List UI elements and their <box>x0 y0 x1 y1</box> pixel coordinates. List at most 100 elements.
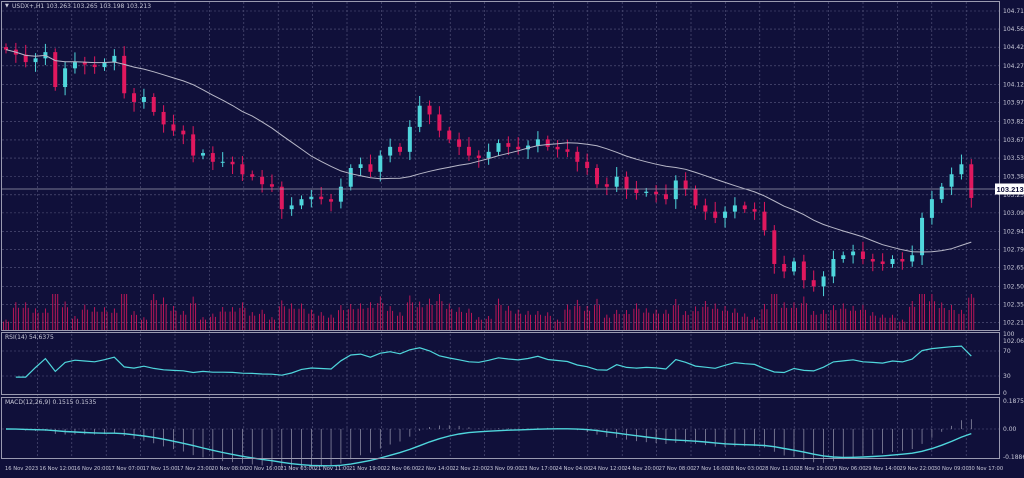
price-tick-label: 104.710 <box>1003 8 1024 15</box>
candle-body <box>900 258 905 262</box>
time-tick-label: 21 Nov 03:00 <box>280 466 315 472</box>
time-tick-label: 24 Nov 12:00 <box>590 466 625 472</box>
candle-body <box>565 149 570 152</box>
candle-body <box>457 139 462 147</box>
candle-body <box>4 47 8 50</box>
price-tick-label: 102.650 <box>1003 265 1024 272</box>
candle-body <box>437 114 442 131</box>
candle-body <box>329 199 334 202</box>
price-tick-label: 102.795 <box>1003 247 1024 254</box>
candle-body <box>969 164 974 198</box>
candle-body <box>279 186 284 210</box>
candle-body <box>220 161 225 163</box>
price-tick-label: 104.420 <box>1003 44 1024 51</box>
time-tick-label: 29 Nov 22:00 <box>899 466 934 472</box>
price-tick-label: 103.675 <box>1003 137 1024 144</box>
candle-body <box>742 205 747 210</box>
time-tick-label: 17 Nov 07:00 <box>108 466 143 472</box>
candle-body <box>427 105 432 115</box>
time-tick-label: 16 Nov 20:00 <box>74 466 109 472</box>
time-tick-label: 28 Nov 11:00 <box>762 466 797 472</box>
candle-body <box>595 168 599 185</box>
candle-body <box>319 196 324 200</box>
candle-body <box>831 258 836 277</box>
time-tick-label: 16 Nov 2023 <box>5 466 38 472</box>
time-tick-label: 17 Nov 15:00 <box>143 466 178 472</box>
candle-body <box>23 54 28 63</box>
candle-body <box>762 211 767 231</box>
rsi-tick-label: 70 <box>1003 348 1011 355</box>
rsi-tick-label: 30 <box>1003 373 1011 380</box>
price-axis[interactable]: 104.710 104.565 104.420 104.270 104.120 103.9… <box>1003 8 1024 461</box>
candle-body <box>949 174 954 187</box>
price-tick-label: 102.500 <box>1003 283 1024 290</box>
candle-body <box>624 176 629 190</box>
grid <box>2 2 999 458</box>
candle-body <box>654 191 659 195</box>
time-axis[interactable]: 16 Nov 2023 16 Nov 12:00 16 Nov 20:00 17 No… <box>5 466 1003 472</box>
current-price-value: 103.213 <box>997 185 1024 194</box>
macd-histogram <box>15 419 972 470</box>
candle-body <box>181 130 186 135</box>
candle-body <box>407 126 412 152</box>
rsi-label: RSI(14) 54.6375 <box>5 334 54 341</box>
candle-body <box>792 261 796 272</box>
candle-body <box>368 164 373 172</box>
candle-body <box>102 62 107 68</box>
candle-body <box>713 211 718 218</box>
candle-body <box>545 139 550 147</box>
candle-body <box>870 258 875 262</box>
candle-body <box>516 146 521 150</box>
candle-body <box>112 55 117 63</box>
candle-body <box>526 145 531 150</box>
price-tick-label: 102.210 <box>1003 320 1024 327</box>
time-tick-label: 29 Nov 14:00 <box>865 466 900 472</box>
time-tick-label: 20 Nov 08:00 <box>211 466 246 472</box>
time-tick-label: 28 Nov 19:00 <box>796 466 831 472</box>
price-tick-label: 104.565 <box>1003 26 1024 33</box>
time-tick-label: 24 Nov 20:00 <box>624 466 659 472</box>
candle-body <box>841 255 846 259</box>
candle-body <box>63 68 68 88</box>
candle-body <box>122 55 127 94</box>
symbol-info: USDX+,H1 103.263 103.265 103.198 103.213 <box>12 3 151 10</box>
rsi-tick-label: 100 <box>1003 331 1015 338</box>
time-tick-label: 30 Nov 09:00 <box>934 466 969 472</box>
chart-menu-icon[interactable]: ▼ <box>5 3 9 9</box>
time-tick-label: 23 Nov 17:00 <box>521 466 556 472</box>
macd-tick-label: 0.1875 <box>1003 398 1024 405</box>
price-tick-label: 103.380 <box>1003 174 1024 181</box>
time-tick-label: 20 Nov 16:00 <box>246 466 281 472</box>
candle-body <box>250 174 255 177</box>
time-tick-label: 22 Nov 22:00 <box>452 466 487 472</box>
moving-average-line <box>5 49 972 253</box>
price-tick-label: 102.355 <box>1003 301 1024 308</box>
candle-body <box>269 184 274 187</box>
price-tick-label: 102.060 <box>1003 338 1024 345</box>
candle-body <box>398 146 402 152</box>
candle-body <box>575 151 580 162</box>
candle-body <box>210 153 215 162</box>
time-tick-label: 27 Nov 08:00 <box>659 466 694 472</box>
candle-body <box>132 93 137 102</box>
candle-body <box>240 164 245 175</box>
candle-body <box>821 276 826 287</box>
time-tick-label: 27 Nov 16:00 <box>693 466 728 472</box>
candle-body <box>703 205 708 212</box>
candle-body <box>299 199 304 206</box>
time-tick-label: 21 Nov 19:00 <box>349 466 384 472</box>
candle-body <box>358 164 363 169</box>
candle-body <box>752 209 757 212</box>
main-panel-border <box>1 1 1000 331</box>
price-tick-label: 103.975 <box>1003 100 1024 107</box>
candle-body <box>171 124 176 131</box>
candle-body <box>378 155 383 172</box>
candle-body <box>476 155 481 159</box>
candle-body <box>732 205 737 212</box>
candle-body <box>693 189 698 206</box>
candle-body <box>555 146 560 150</box>
rsi-line <box>15 345 972 378</box>
time-tick-label: 22 Nov 06:00 <box>383 466 418 472</box>
candle-body <box>782 263 787 272</box>
